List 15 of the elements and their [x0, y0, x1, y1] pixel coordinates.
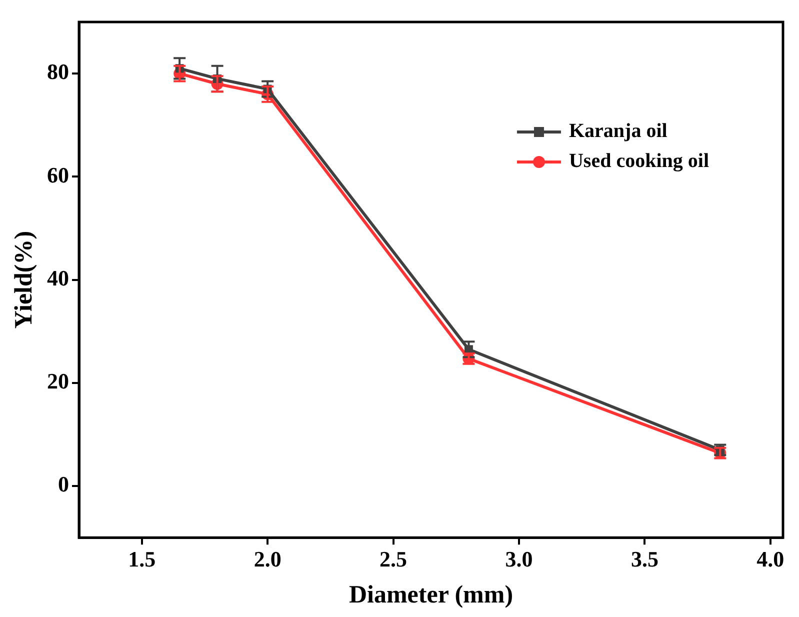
y-tick-label: 40 — [47, 265, 69, 290]
x-tick-label: 1.5 — [128, 546, 156, 572]
x-tick-label: 4.0 — [756, 546, 784, 572]
x-tick-label: 3.5 — [630, 546, 658, 572]
y-tick-label: 60 — [47, 162, 69, 188]
x-tick-label: 3.0 — [505, 546, 533, 572]
x-tick-label: 2.5 — [380, 546, 408, 572]
legend-label: Used cooking oil — [568, 150, 710, 172]
y-tick-label: 20 — [47, 368, 69, 394]
x-tick-label: 2.0 — [254, 546, 282, 572]
x-axis-title: Diameter (mm) — [348, 581, 514, 608]
legend-label: Karanja oil — [568, 120, 668, 142]
y-axis-title: Yield(%) — [10, 230, 38, 329]
y-tick-label: 0 — [58, 472, 69, 497]
y-tick-label: 80 — [47, 59, 69, 84]
